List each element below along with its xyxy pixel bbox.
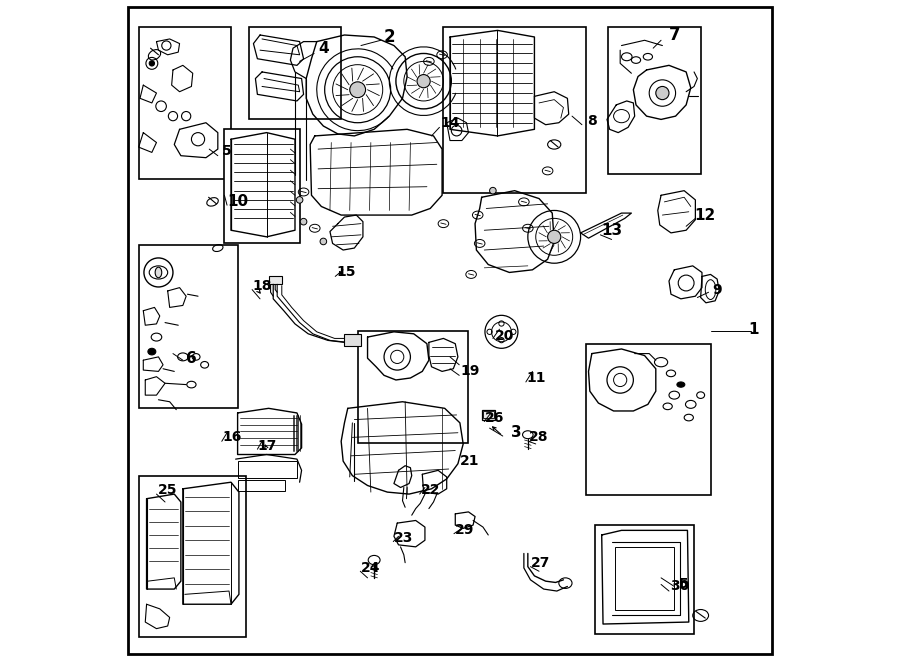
Text: 5: 5 [222, 144, 232, 158]
Bar [595, 525, 694, 634]
Text: 3: 3 [510, 425, 521, 440]
Bar [139, 245, 238, 408]
Text: 8: 8 [588, 114, 598, 128]
Bar [268, 276, 282, 284]
Bar [238, 480, 285, 491]
Text: 13: 13 [601, 223, 622, 238]
Circle shape [320, 238, 327, 245]
Bar [444, 27, 586, 193]
Text: 23: 23 [394, 531, 413, 545]
Text: 7: 7 [669, 26, 680, 44]
Circle shape [490, 187, 496, 194]
Text: 29: 29 [454, 523, 474, 537]
Circle shape [417, 75, 430, 88]
Text: 24: 24 [361, 561, 381, 575]
Bar [482, 410, 495, 420]
Text: 18: 18 [252, 279, 272, 293]
Bar [586, 344, 710, 495]
Text: 27: 27 [531, 556, 551, 570]
Text: 12: 12 [694, 208, 716, 223]
Circle shape [350, 82, 365, 98]
Bar [483, 411, 493, 418]
Text: 10: 10 [228, 194, 248, 210]
Ellipse shape [155, 267, 162, 278]
Text: 15: 15 [337, 266, 356, 280]
Bar [357, 330, 468, 443]
Text: 6: 6 [186, 351, 197, 366]
Circle shape [547, 230, 561, 243]
Circle shape [656, 87, 669, 100]
Text: 21: 21 [460, 454, 480, 468]
Bar [608, 27, 701, 174]
Text: 14: 14 [440, 116, 460, 130]
Circle shape [296, 196, 303, 203]
Bar [238, 461, 297, 478]
Text: 2: 2 [383, 28, 395, 46]
Text: 1: 1 [748, 322, 759, 336]
Text: 26: 26 [485, 410, 505, 424]
Text: 9: 9 [712, 283, 722, 297]
Text: 16: 16 [222, 430, 242, 444]
Bar [345, 334, 361, 346]
Text: 19: 19 [460, 364, 480, 378]
Text: 28: 28 [529, 430, 549, 444]
Bar [139, 476, 246, 637]
Ellipse shape [148, 348, 156, 355]
Circle shape [149, 61, 155, 66]
Text: 4: 4 [318, 41, 328, 56]
Bar [224, 130, 300, 243]
Text: 30: 30 [670, 580, 689, 594]
Bar [249, 27, 340, 120]
Text: 5: 5 [680, 578, 689, 592]
Text: 22: 22 [420, 483, 440, 497]
Text: 25: 25 [158, 483, 177, 497]
Text: 17: 17 [256, 439, 276, 453]
Text: 20: 20 [494, 329, 514, 343]
Bar [139, 27, 231, 178]
Circle shape [301, 218, 307, 225]
Text: 11: 11 [526, 371, 546, 385]
Bar [615, 547, 674, 609]
Ellipse shape [677, 382, 685, 387]
